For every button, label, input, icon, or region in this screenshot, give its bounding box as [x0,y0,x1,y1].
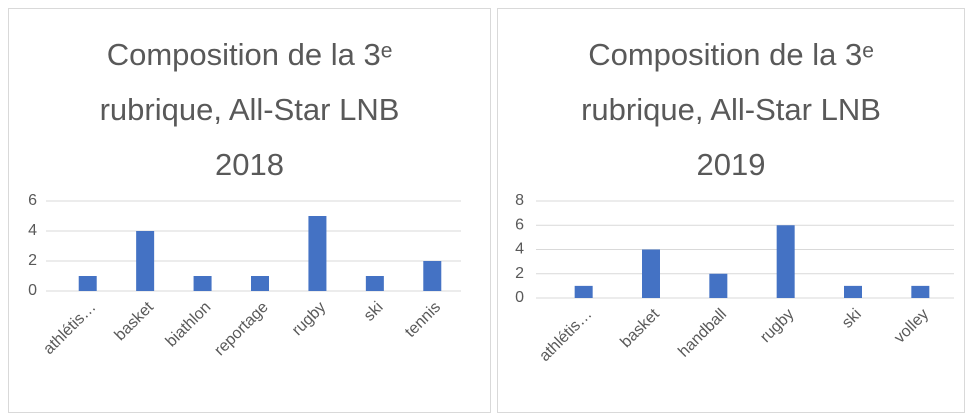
x-tick-label: athlétis… [40,299,99,358]
chart: 0 2 4 6 8 athlétis… basket handball rugby ski voll… [515,192,954,365]
y-tick-label: 4 [28,222,37,239]
chart-title: Composition de la 3ᵉ rubrique, All-Star … [99,37,400,182]
x-tick-label: biathlon [163,299,215,351]
bar [78,276,97,291]
chart-title: Composition de la 3ᵉ rubrique, All-Star … [581,37,881,182]
bar [709,273,728,298]
chart-panel: Composition de la 3ᵉ rubrique, All-Star … [8,8,491,413]
bar [251,276,269,291]
bar [423,261,442,291]
bar [776,225,795,298]
y-tick-label: 2 [28,252,37,269]
y-tick-label: 0 [28,282,37,299]
bar [308,216,327,291]
x-tick-label: ski [839,306,865,332]
bar [844,285,862,298]
bar [911,285,930,298]
bar [136,231,155,291]
y-tick-label: 2 [515,265,524,282]
y-tick-label: 6 [28,192,37,209]
bar [365,276,384,291]
x-tick-label: handball [675,306,730,361]
bar [642,249,660,298]
y-tick-label: 6 [515,216,524,233]
x-tick-label: basket [617,305,663,351]
bar [574,285,593,298]
y-tick-label: 4 [515,241,524,258]
x-tick-label: ski [361,299,387,325]
bar [193,276,212,291]
y-tick-label: 8 [515,192,524,209]
x-tick-label: volley [891,306,932,347]
x-tick-label: basket [112,298,158,344]
x-tick-label: rugby [757,306,797,346]
x-tick-label: reportage [211,299,272,360]
y-tick-label: 0 [515,289,524,306]
chart-panel: Composition de la 3ᵉ rubrique, All-Star … [497,8,965,413]
x-tick-label: athlétis… [536,306,595,365]
x-tick-label: tennis [402,299,444,341]
x-tick-label: rugby [289,299,329,339]
